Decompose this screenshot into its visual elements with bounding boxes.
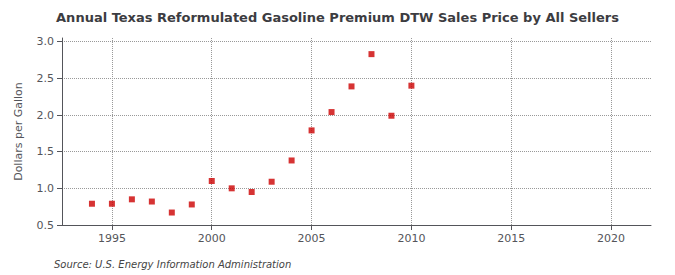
svg-text:3.0: 3.0 xyxy=(37,35,55,48)
svg-text:2020: 2020 xyxy=(597,232,625,245)
svg-text:2000: 2000 xyxy=(198,232,226,245)
svg-text:1.0: 1.0 xyxy=(37,182,55,195)
svg-text:0.5: 0.5 xyxy=(37,219,55,232)
svg-text:2.5: 2.5 xyxy=(37,72,55,85)
svg-text:Annual Texas Reformulated Gaso: Annual Texas Reformulated Gasoline Premi… xyxy=(56,10,619,25)
svg-text:1.5: 1.5 xyxy=(37,145,55,158)
svg-text:2015: 2015 xyxy=(497,232,525,245)
svg-text:Source: U.S. Energy Informatio: Source: U.S. Energy Information Administ… xyxy=(54,259,291,270)
svg-text:2005: 2005 xyxy=(298,232,326,245)
svg-text:1995: 1995 xyxy=(98,232,126,245)
svg-text:2.0: 2.0 xyxy=(37,109,55,122)
svg-text:2010: 2010 xyxy=(397,232,425,245)
svg-text:Dollars per Gallon: Dollars per Gallon xyxy=(12,82,25,181)
